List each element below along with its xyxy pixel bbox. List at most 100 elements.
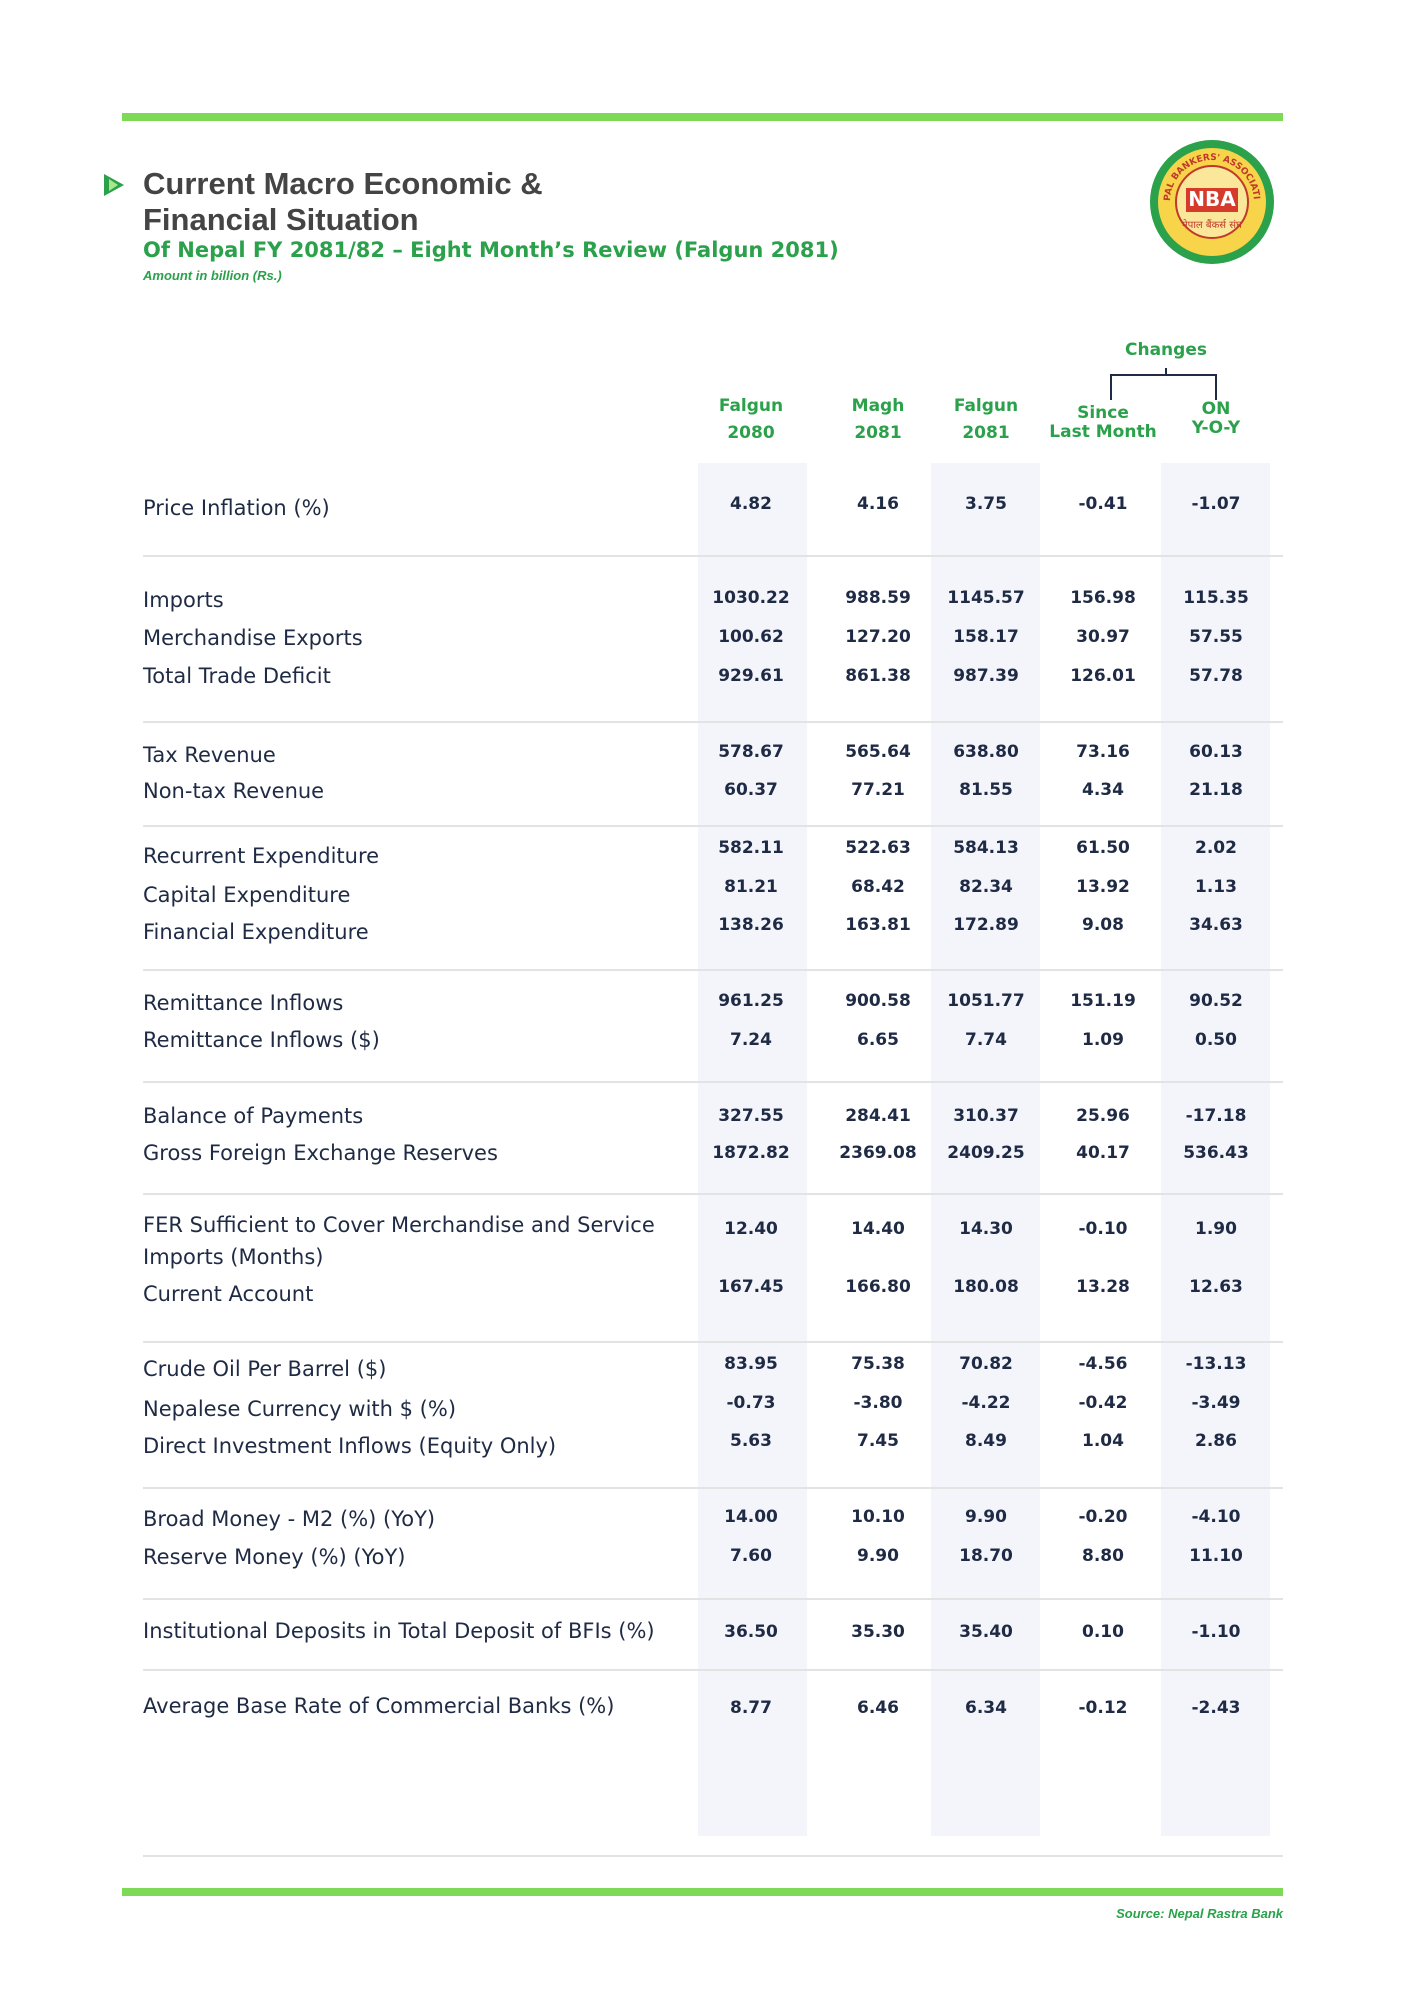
title: Current Macro Economic & [143, 166, 543, 201]
column-header: 2081 [962, 423, 1010, 443]
row-label: Average Base Rate of Commercial Banks (%… [143, 1694, 615, 1718]
cell: 1030.22 [712, 588, 790, 608]
row-label: Remittance Inflows [143, 991, 344, 1015]
cell: 115.35 [1183, 588, 1249, 608]
cell: 861.38 [845, 666, 911, 686]
cell: 14.00 [724, 1507, 778, 1527]
cell: -0.73 [726, 1393, 776, 1413]
cell: 156.98 [1070, 588, 1136, 608]
cell: 30.97 [1076, 627, 1130, 647]
cell: -13.13 [1185, 1354, 1247, 1374]
cell: 327.55 [718, 1106, 784, 1126]
cell: 1.90 [1195, 1219, 1237, 1239]
cell: -4.22 [961, 1393, 1011, 1413]
arrow-icon [104, 174, 124, 196]
cell: 582.11 [718, 838, 784, 858]
cell: -2.43 [1191, 1698, 1241, 1718]
column-header: Magh [851, 396, 905, 416]
cell: 987.39 [953, 666, 1019, 686]
title: Financial Situation [143, 202, 419, 237]
cell: 6.65 [857, 1030, 899, 1050]
cell: 166.80 [845, 1277, 911, 1297]
cell: 6.34 [965, 1698, 1007, 1718]
column-header: 2080 [727, 423, 775, 443]
row-label: Capital Expenditure [143, 883, 351, 907]
cell: 18.70 [959, 1546, 1013, 1566]
row-label: Total Trade Deficit [143, 664, 331, 688]
cell: 126.01 [1070, 666, 1136, 686]
row-label: Crude Oil Per Barrel ($) [143, 1357, 387, 1381]
row-label: Broad Money - M2 (%) (YoY) [143, 1507, 436, 1531]
cell: -0.41 [1078, 494, 1128, 514]
changes-header: Changes [1125, 340, 1207, 360]
row-label: Direct Investment Inflows (Equity Only) [143, 1434, 557, 1458]
cell: 12.63 [1189, 1277, 1243, 1297]
cell: 638.80 [953, 742, 1019, 762]
cell: 900.58 [845, 991, 911, 1011]
cell: -0.42 [1078, 1393, 1128, 1413]
separator [143, 1598, 1283, 1600]
row-label: Financial Expenditure [143, 920, 369, 944]
cell: 961.25 [718, 991, 784, 1011]
separator [143, 825, 1283, 827]
cell: 34.63 [1189, 915, 1243, 935]
cell: 75.38 [851, 1354, 905, 1374]
cell: 100.62 [718, 627, 784, 647]
cell: 13.92 [1076, 877, 1130, 897]
bottom-bar [122, 1888, 1283, 1896]
subtitle: Of Nepal FY 2081/82 – Eight Month’s Revi… [143, 238, 839, 262]
column-header: Y-O-Y [1191, 418, 1241, 438]
row-label: FER Sufficient to Cover Merchandise and … [143, 1213, 655, 1269]
column-header: Falgun [953, 396, 1019, 416]
separator [143, 721, 1283, 723]
cell: 5.63 [730, 1431, 772, 1451]
row-label: Current Account [143, 1282, 314, 1306]
logo-abbr: NBA [1188, 187, 1236, 211]
row-label: Reserve Money (%) (YoY) [143, 1545, 406, 1569]
cell: 21.18 [1189, 780, 1243, 800]
cell: 77.21 [851, 780, 905, 800]
cell: 10.10 [851, 1507, 905, 1527]
cell: 1145.57 [947, 588, 1025, 608]
column-header: 2081 [854, 423, 902, 443]
cell: 57.55 [1189, 627, 1243, 647]
cell: 3.75 [965, 494, 1007, 514]
separator [143, 1081, 1283, 1083]
cell: 7.24 [730, 1030, 772, 1050]
cell: 12.40 [724, 1219, 778, 1239]
column-header: Last Month [1049, 422, 1157, 442]
row-label: Non-tax Revenue [143, 779, 325, 803]
cell: -1.07 [1191, 494, 1241, 514]
row-label: Balance of Payments [143, 1104, 364, 1128]
cell: 578.67 [718, 742, 784, 762]
cell: 536.43 [1183, 1143, 1249, 1163]
cell: 1.13 [1195, 877, 1237, 897]
cell: 1872.82 [712, 1143, 790, 1163]
row-label: Institutional Deposits in Total Deposit … [143, 1619, 655, 1643]
row-label: Price Inflation (%) [143, 496, 330, 520]
cell: 2409.25 [947, 1143, 1025, 1163]
cell: 13.28 [1076, 1277, 1130, 1297]
cell: 9.90 [965, 1507, 1007, 1527]
cell: 172.89 [953, 915, 1019, 935]
cell: 0.50 [1195, 1030, 1237, 1050]
cell: 310.37 [953, 1106, 1019, 1126]
cell: 565.64 [845, 742, 911, 762]
cell: 60.13 [1189, 742, 1243, 762]
cell: 929.61 [718, 666, 784, 686]
cell: 60.37 [724, 780, 778, 800]
row-label: Nepalese Currency with $ (%) [143, 1397, 457, 1421]
cell: 522.63 [845, 838, 911, 858]
cell: 163.81 [845, 915, 911, 935]
cell: -0.10 [1078, 1219, 1128, 1239]
cell: 4.16 [857, 494, 899, 514]
column-header: Since [1077, 403, 1129, 423]
cell: 1051.77 [947, 991, 1025, 1011]
cell: 584.13 [953, 838, 1019, 858]
cell: -3.49 [1191, 1393, 1241, 1413]
cell: 8.80 [1082, 1546, 1124, 1566]
cell: -0.20 [1078, 1507, 1128, 1527]
cell: 8.77 [730, 1698, 772, 1718]
separator [143, 969, 1283, 971]
